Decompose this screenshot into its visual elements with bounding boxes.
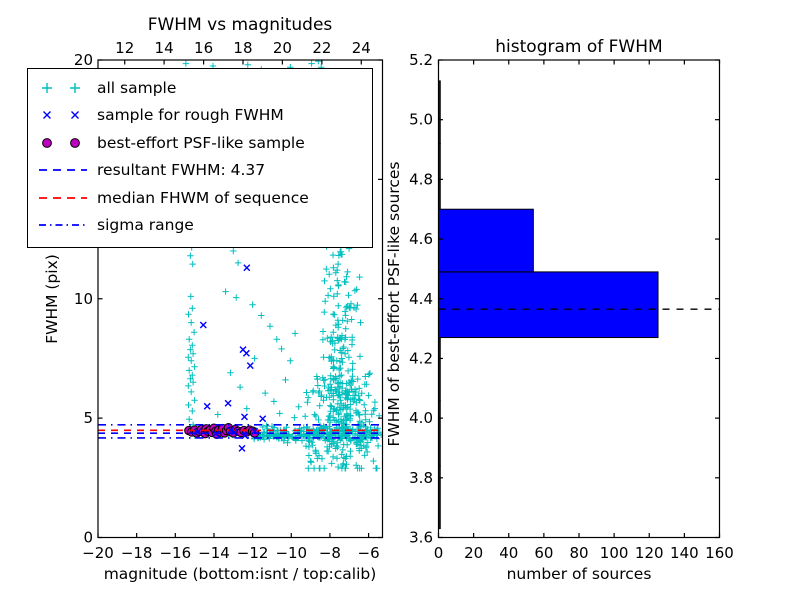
- legend-label: resultant FWHM: 4.37: [97, 161, 266, 180]
- y-tick-label: 5.0: [409, 111, 433, 129]
- circle-marker-icon: [37, 136, 97, 150]
- y-tick-label: 5: [83, 409, 93, 427]
- left-yaxis-label: FWHM (pix): [43, 254, 61, 344]
- histogram-bar: [438, 208, 534, 273]
- x-tick-label: 80: [569, 544, 588, 562]
- x-tick-label: −10: [275, 544, 307, 562]
- x-tick-label: −16: [159, 544, 191, 562]
- y-tick-label: 4.4: [409, 290, 433, 308]
- left-xaxis-label: magnitude (bottom:isnt / top:calib): [104, 565, 377, 583]
- red-dashed-line-icon: [37, 191, 97, 205]
- y-tick-label: 4.0: [409, 409, 433, 427]
- blue-dashdot-line-icon: [37, 218, 97, 232]
- x-tick-label: 160: [705, 544, 734, 562]
- x-tick-label: −18: [121, 544, 153, 562]
- top-tick-label: 14: [155, 39, 174, 57]
- x-tick-label: −14: [198, 544, 230, 562]
- y-tick-label: 20: [74, 51, 93, 69]
- legend-label: median FHWM of sequence: [97, 188, 309, 207]
- x-tick-label: 140: [670, 544, 699, 562]
- legend-item-sigma-range: sigma range: [28, 212, 372, 240]
- y-tick-label: 3.6: [409, 529, 433, 547]
- left-plot-title: FWHM vs magnitudes: [148, 15, 333, 35]
- legend-item-rough-fwhm: sample for rough FWHM: [28, 102, 372, 130]
- right-xaxis-label: number of sources: [507, 565, 652, 583]
- x-tick-label: 100: [600, 544, 629, 562]
- histogram-bar: [438, 271, 659, 339]
- right-plot-frame: [437, 59, 721, 539]
- y-tick-label: 4.2: [409, 349, 433, 367]
- y-tick-label: 0: [83, 529, 93, 547]
- top-tick-label: 24: [352, 39, 371, 57]
- y-tick-label: 10: [74, 290, 93, 308]
- right-yaxis-label: FWHM of best-effort PSF-like sources: [385, 161, 403, 446]
- legend-label: sample for rough FWHM: [97, 106, 284, 125]
- histogram-data: [438, 80, 720, 530]
- left-plot-frame: [97, 59, 384, 539]
- plus-marker-icon: [37, 81, 97, 95]
- x-tick-label: 60: [534, 544, 553, 562]
- top-tick-label: 22: [312, 39, 331, 57]
- x-tick-label: 40: [499, 544, 518, 562]
- legend-item-psf-sample: best-effort PSF-like sample: [28, 129, 372, 157]
- x-tick-label: −8: [319, 544, 341, 562]
- legend-box: all sample sample for rough FWHM best-ef…: [27, 68, 373, 248]
- y-tick-label: 4.6: [409, 230, 433, 248]
- rough-fwhm-points: [194, 264, 267, 452]
- y-tick-label: 3.8: [409, 469, 433, 487]
- legend-item-all-sample: all sample: [28, 74, 372, 102]
- x-tick-label: −12: [237, 544, 269, 562]
- axes-ticks: −20 −18 −16 −14 −12 −10 −8 −6 12 14 16 18 20 22 24 0 5 10…: [74, 39, 734, 562]
- top-tick-label: 20: [273, 39, 292, 57]
- legend-item-median-fwhm: median FHWM of sequence: [28, 184, 372, 212]
- histogram-bar: [438, 80, 441, 145]
- legend-label: all sample: [97, 78, 177, 97]
- right-plot-title: histogram of FWHM: [495, 37, 662, 57]
- x-marker-icon: [37, 108, 97, 122]
- x-tick-label: −20: [82, 544, 114, 562]
- top-tick-label: 16: [194, 39, 213, 57]
- blue-dashed-line-icon: [37, 163, 97, 177]
- legend-label: best-effort PSF-like sample: [97, 133, 305, 152]
- x-tick-label: 0: [434, 544, 444, 562]
- top-tick-label: 18: [233, 39, 252, 57]
- x-tick-label: −6: [358, 544, 380, 562]
- y-tick-label: 4.8: [409, 170, 433, 188]
- legend-item-resultant-fwhm: resultant FWHM: 4.37: [28, 157, 372, 185]
- x-tick-label: 20: [464, 544, 483, 562]
- scatter-plot-data: [98, 60, 383, 472]
- x-tick-label: 120: [635, 544, 664, 562]
- legend-label: sigma range: [97, 216, 194, 235]
- top-tick-label: 12: [115, 39, 134, 57]
- y-tick-label: 5.2: [409, 51, 433, 69]
